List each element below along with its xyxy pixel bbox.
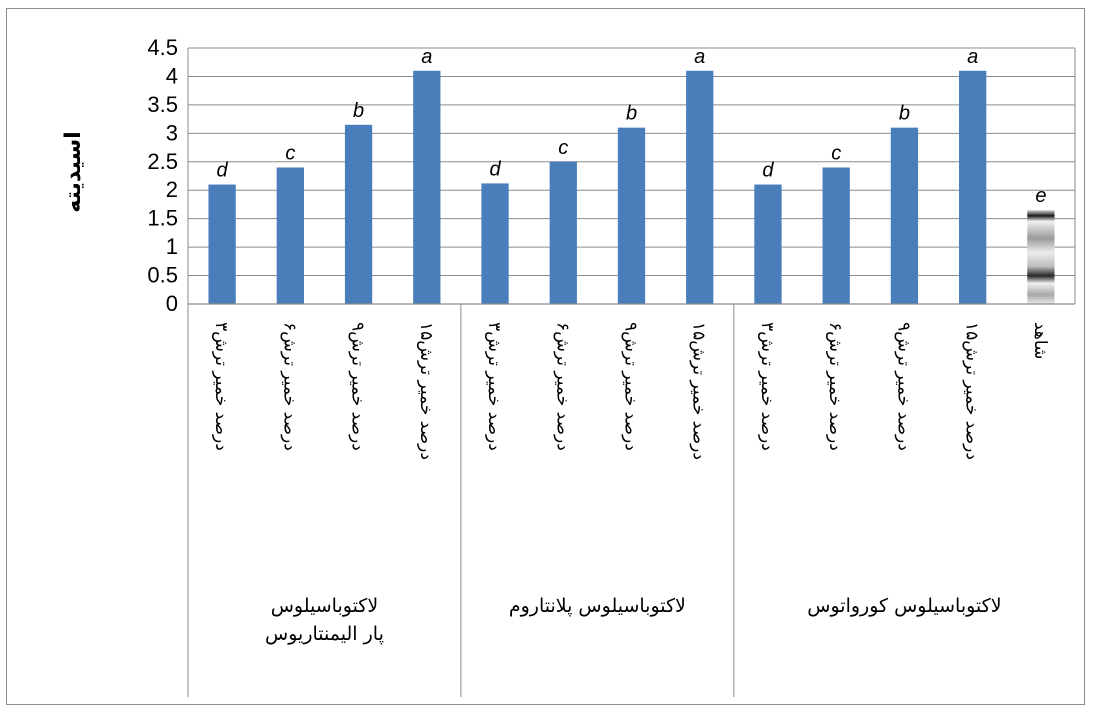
category-label: ۶درصد خمیر ترش (279, 322, 299, 451)
significance-letter: a (694, 46, 705, 68)
y-tick-label: 4.5 (147, 35, 178, 60)
significance-letter: c (285, 142, 295, 164)
bar (686, 70, 714, 304)
bar (617, 127, 646, 305)
bar (208, 184, 236, 304)
significance-letter: a (967, 46, 978, 68)
significance-letter: b (626, 103, 637, 125)
y-tick-label: 3 (166, 120, 178, 145)
significance-letter: d (217, 160, 229, 182)
category-label: ۳درصد خمیر ترش (211, 322, 231, 451)
significance-letter: c (831, 142, 841, 164)
significance-letter: a (421, 46, 432, 68)
category-label: ۱۵درصد خمیر ترش (416, 322, 436, 460)
bar (959, 70, 987, 304)
y-tick-label: 4 (166, 63, 178, 88)
bar (344, 124, 373, 304)
y-tick-label: 0.5 (147, 263, 178, 288)
y-tick-label: 3.5 (147, 92, 178, 117)
bar (549, 161, 577, 304)
bar (754, 184, 782, 304)
group-label: پار الیمنتاریوس (265, 623, 384, 645)
category-label: ۳درصد خمیر ترش (484, 322, 504, 451)
significance-letter: e (1035, 185, 1046, 207)
group-label: لاکتوباسیلوس پلانتاروم (509, 595, 686, 617)
significance-letter: c (558, 137, 568, 159)
significance-letter: b (899, 103, 910, 125)
category-label: ۳درصد خمیر ترش (757, 322, 777, 451)
category-label: ۹درصد خمیر ترش (621, 322, 641, 451)
significance-letter: d (489, 158, 501, 180)
group-label: لاکتوباسیلوس (271, 595, 378, 617)
y-tick-label: 0 (166, 291, 178, 316)
bar (481, 183, 509, 304)
y-axis-label: اسیدیته (61, 131, 86, 212)
bar (413, 70, 441, 304)
group-label: لاکتوباسیلوس کورواتوس (807, 595, 1001, 617)
bar (276, 167, 304, 304)
y-tick-label: 2 (166, 177, 178, 202)
category-label: ۱۵درصد خمیر ترش (962, 322, 982, 460)
chart-frame (6, 8, 1085, 705)
bar (890, 127, 919, 305)
significance-letter: d (762, 160, 774, 182)
significance-letter: b (353, 100, 364, 122)
bar (1027, 210, 1055, 304)
category-label: ۹درصد خمیر ترش (893, 322, 913, 451)
y-tick-label: 1.5 (147, 206, 178, 231)
category-label: شاهد (1030, 322, 1050, 359)
category-label: ۹درصد خمیر ترش (348, 322, 368, 451)
y-tick-label: 1 (166, 234, 178, 259)
category-label: ۶درصد خمیر ترش (825, 322, 845, 451)
category-label: ۱۵درصد خمیر ترش (689, 322, 709, 460)
y-tick-label: 2.5 (147, 149, 178, 174)
bar (822, 167, 850, 304)
category-label: ۶درصد خمیر ترش (552, 322, 572, 451)
